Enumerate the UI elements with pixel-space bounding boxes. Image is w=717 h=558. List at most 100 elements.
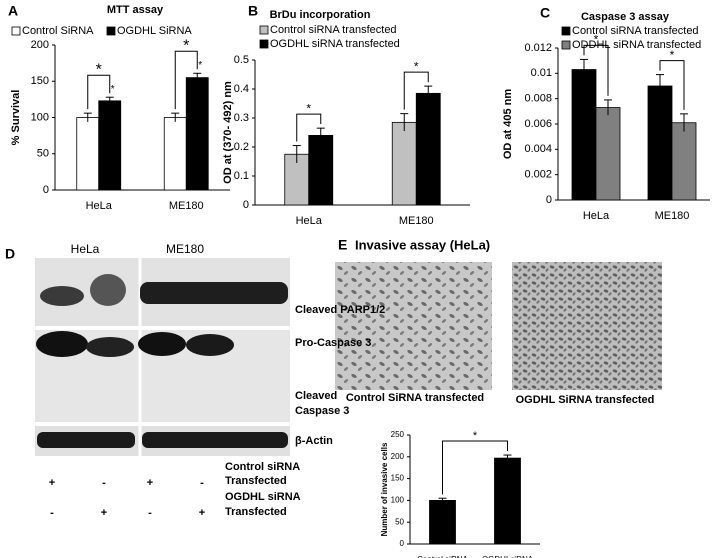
significance-label: * xyxy=(306,101,311,115)
micrograph xyxy=(335,262,492,390)
y-tick-label: 0 xyxy=(243,199,249,211)
y-axis-label: OD at (370- 492) nm xyxy=(222,81,234,184)
bar xyxy=(163,117,187,191)
bar xyxy=(98,100,122,191)
point-label: * xyxy=(198,60,202,71)
band-label: β-Actin xyxy=(295,435,333,447)
sign: + xyxy=(199,507,205,519)
band-label: Cleaved PARP1/2 xyxy=(295,304,385,316)
y-tick-label: 250 xyxy=(391,430,405,439)
micrograph xyxy=(512,262,662,390)
legend-label: OGDHL SiRNA xyxy=(117,25,192,37)
bar xyxy=(185,77,209,191)
legend-swatch xyxy=(11,26,21,36)
y-tick-label: 0 xyxy=(43,184,49,196)
legend-label: OGDHL siRNA transfected xyxy=(270,38,400,50)
band-label: Caspase 3 xyxy=(295,405,349,417)
significance-bracket xyxy=(583,44,609,96)
bar xyxy=(494,457,521,545)
sign: - xyxy=(200,477,204,489)
y-tick-label: 150 xyxy=(391,474,405,483)
legend-label: Control siRNA transfected xyxy=(270,24,397,36)
significance-label: * xyxy=(594,33,599,47)
y-tick-label: 100 xyxy=(31,111,49,123)
legend-label: ODDHL siRNA transfected xyxy=(572,39,701,51)
y-tick-label: 0.004 xyxy=(524,143,552,155)
sign: + xyxy=(101,507,107,519)
y-tick-label: 50 xyxy=(395,517,404,526)
row-label: Control siRNA xyxy=(225,461,300,473)
bar xyxy=(76,117,100,191)
y-tick-label: 0.002 xyxy=(524,169,552,181)
band-label: Pro-Caspase 3 xyxy=(295,337,371,349)
image-caption: Control SiRNA transfected xyxy=(346,392,484,404)
significance-label: * xyxy=(96,61,102,78)
x-tick-label: HeLa xyxy=(583,210,610,222)
bar xyxy=(391,121,417,206)
significance-bracket xyxy=(296,113,322,142)
y-tick-label: 0.3 xyxy=(234,112,249,124)
panel-label: E xyxy=(338,237,347,253)
sign: + xyxy=(147,477,153,489)
y-tick-label: 0.2 xyxy=(234,141,249,153)
y-tick-label: 0.008 xyxy=(524,93,552,105)
legend-swatch xyxy=(561,40,571,50)
legend-swatch xyxy=(259,25,269,35)
y-tick-label: 0.01 xyxy=(531,67,552,79)
y-tick-label: 0.012 xyxy=(524,42,552,54)
legend-label: Control siRNA transfected xyxy=(572,25,699,37)
y-tick-label: 0 xyxy=(546,194,552,206)
significance-bracket xyxy=(403,71,429,110)
bar xyxy=(671,122,697,201)
sign: - xyxy=(148,507,152,519)
panel-label: A xyxy=(8,3,18,19)
y-tick-label: 0.5 xyxy=(234,54,249,66)
y-tick-label: 0.006 xyxy=(524,118,552,130)
legend-swatch xyxy=(106,26,116,36)
bar xyxy=(647,85,673,201)
row-label: Transfected xyxy=(225,475,287,487)
western-blot xyxy=(35,258,290,456)
y-axis-label: % Survival xyxy=(10,90,22,146)
x-tick-label: ME180 xyxy=(399,215,434,227)
bar xyxy=(308,134,334,206)
bar xyxy=(571,69,597,201)
significance-bracket xyxy=(442,440,508,495)
x-tick-label: HeLa xyxy=(86,200,113,212)
cell-line-label: ME180 xyxy=(166,242,204,256)
x-tick-label: HeLa xyxy=(296,215,323,227)
sign: + xyxy=(49,477,55,489)
legend-swatch xyxy=(561,26,571,36)
y-tick-label: 100 xyxy=(391,496,405,505)
legend-swatch xyxy=(259,39,269,49)
significance-label: * xyxy=(183,37,189,54)
sign: - xyxy=(50,507,54,519)
x-tick-label: ME180 xyxy=(655,210,690,222)
band-label: Cleaved xyxy=(295,390,337,402)
y-tick-label: 150 xyxy=(31,75,49,87)
y-tick-label: 50 xyxy=(37,148,49,160)
panel-label: B xyxy=(248,3,258,19)
image-caption: OGDHL SiRNA transfected xyxy=(516,394,655,406)
x-tick-label: ME180 xyxy=(169,200,204,212)
significance-label: * xyxy=(473,430,478,442)
row-label: Transfected xyxy=(225,506,287,518)
row-label: OGDHL siRNA xyxy=(225,491,301,503)
panel-label: C xyxy=(540,5,550,21)
y-tick-label: 0 xyxy=(400,539,405,548)
significance-label: * xyxy=(670,48,675,62)
point-label: * xyxy=(111,84,115,95)
chart-title: MTT assay xyxy=(107,4,164,16)
y-tick-label: 0.4 xyxy=(234,83,249,95)
y-tick-label: 200 xyxy=(391,452,405,461)
chart-title: BrDu incorporation xyxy=(270,9,371,21)
x-tick-label: Control siRNA xyxy=(417,555,468,558)
chart-title: Caspase 3 assay xyxy=(581,11,670,23)
y-axis-label: OD at 405 nm xyxy=(502,89,514,160)
significance-label: * xyxy=(414,59,419,73)
y-axis-label: Number of invasive cells xyxy=(380,442,389,536)
bar xyxy=(429,499,456,545)
panel-label: D xyxy=(5,246,15,262)
